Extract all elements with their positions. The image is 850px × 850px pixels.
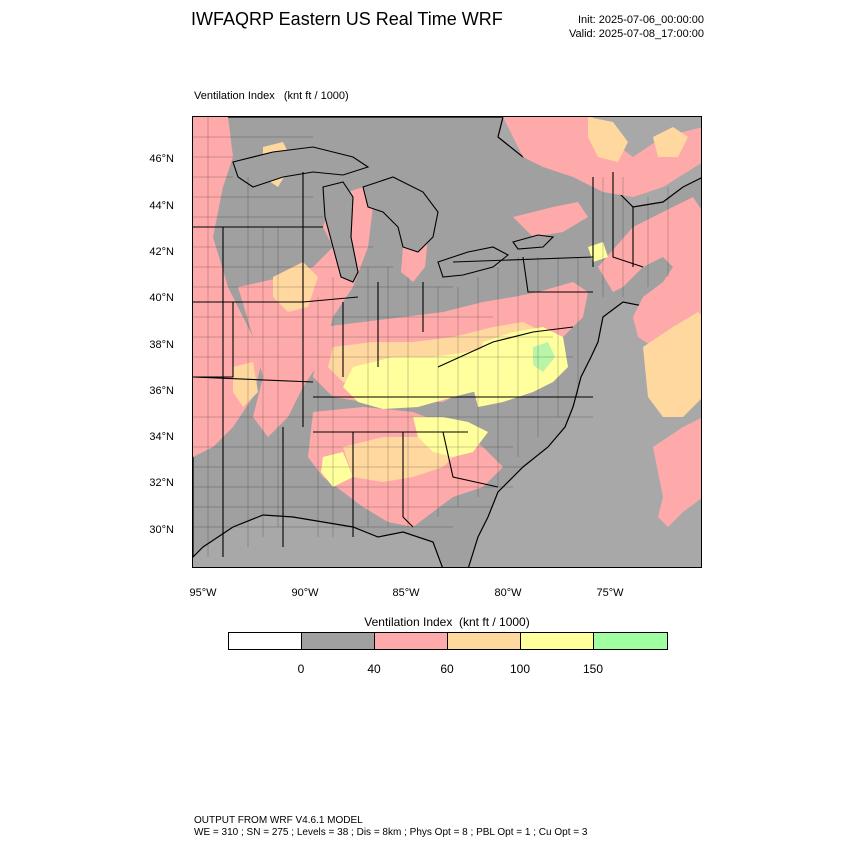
lat-label: 40°N xyxy=(149,292,174,304)
yellow-regions xyxy=(321,242,608,487)
lat-label: 38°N xyxy=(149,339,174,351)
lat-label: 44°N xyxy=(149,200,174,212)
valid-time: Valid: 2025-07-08_17:00:00 xyxy=(569,28,704,40)
init-valid-times: Init: 2025-07-06_00:00:00 Valid: 2025-07… xyxy=(569,13,704,41)
model-footer: OUTPUT FROM WRF V4.6.1 MODEL WE = 310 ; … xyxy=(194,815,587,839)
colorbar-label: 0 xyxy=(297,662,305,676)
colorbar-title: Ventilation Index (knt ft / 1000) xyxy=(364,615,530,629)
colorbar xyxy=(228,632,668,650)
ventilation-index-map xyxy=(193,117,701,567)
map-subtitle: Ventilation Index (knt ft / 1000) xyxy=(194,90,349,102)
lat-label: 36°N xyxy=(149,385,174,397)
lon-label: 75°W xyxy=(596,587,624,599)
colorbar-label: 100 xyxy=(509,662,531,676)
footer-model-line: OUTPUT FROM WRF V4.6.1 MODEL xyxy=(194,815,363,826)
lat-label: 30°N xyxy=(149,524,174,536)
colorbar-bin xyxy=(594,633,667,649)
colorbar-bin xyxy=(448,633,521,649)
plot-title: IWFAQRP Eastern US Real Time WRF xyxy=(191,9,503,29)
colorbar-label: 150 xyxy=(582,662,604,676)
colorbar-bin xyxy=(521,633,594,649)
county-boundaries xyxy=(193,117,669,557)
lon-label: 90°W xyxy=(291,587,319,599)
colorbar-bin xyxy=(302,633,375,649)
colorbar-label: 40 xyxy=(367,662,381,676)
colorbar-label: 60 xyxy=(440,662,454,676)
colorbar-bin xyxy=(375,633,448,649)
lat-label: 32°N xyxy=(149,477,174,489)
footer-config-line: WE = 310 ; SN = 275 ; Levels = 38 ; Dis … xyxy=(194,827,588,838)
lat-label: 42°N xyxy=(149,246,174,258)
lat-label: 46°N xyxy=(149,153,174,165)
lat-label: 34°N xyxy=(149,431,174,443)
lon-label: 85°W xyxy=(392,587,420,599)
lon-label: 80°W xyxy=(494,587,522,599)
init-time: Init: 2025-07-06_00:00:00 xyxy=(578,14,704,26)
lon-label: 95°W xyxy=(189,587,217,599)
colorbar-bin xyxy=(229,633,302,649)
map-panel xyxy=(192,116,702,568)
